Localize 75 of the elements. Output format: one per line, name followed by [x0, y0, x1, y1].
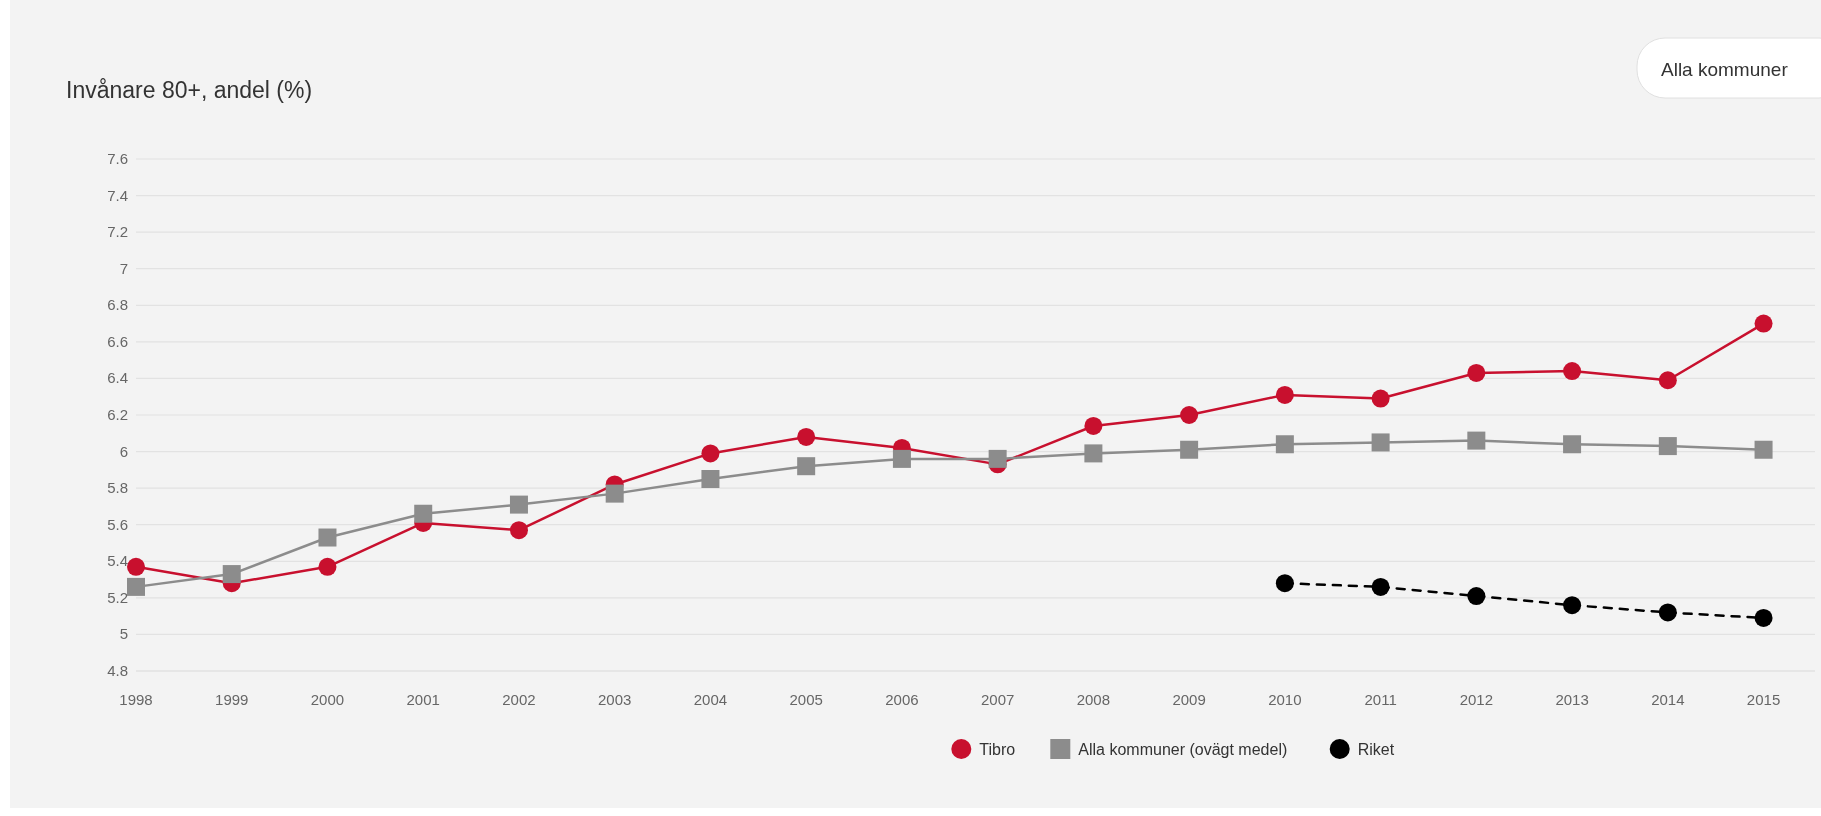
point [1754, 314, 1773, 333]
point [414, 504, 433, 523]
point [1658, 371, 1677, 390]
x-tick-label: 2009 [1172, 691, 1206, 708]
x-tick-label: 1999 [215, 691, 249, 708]
x-tick-label: 2002 [502, 691, 536, 708]
x-tick-label: 2008 [1076, 691, 1111, 708]
point [1754, 608, 1773, 627]
x-tick-label: 2003 [598, 691, 632, 708]
y-tick-label: 6.6 [107, 332, 128, 350]
point [1275, 574, 1294, 593]
x-tick-label: 2004 [693, 691, 728, 708]
x-tick-label: 2011 [1364, 691, 1397, 708]
y-tick-label: 6.2 [107, 406, 128, 423]
point [892, 449, 911, 468]
point [1563, 596, 1582, 615]
point [1371, 577, 1390, 596]
point [1658, 437, 1677, 456]
y-tick-label: 5.8 [107, 479, 128, 497]
y-tick-label: 6.4 [107, 369, 128, 387]
point [509, 495, 528, 514]
point [605, 484, 624, 503]
point [1563, 362, 1582, 381]
point [1467, 363, 1486, 382]
y-tick-label: 4.8 [107, 662, 128, 679]
dropdown-button: Alla kommuner [1636, 37, 1821, 99]
y-tick-label: 7.6 [107, 150, 128, 167]
point [1275, 385, 1294, 404]
y-tick-label: 5 [119, 625, 128, 643]
point [1563, 435, 1582, 454]
x-tick-label: 2015 [1746, 691, 1781, 708]
point [1084, 416, 1103, 435]
y-tick-label: 5.4 [107, 552, 128, 570]
x-tick-label: 2000 [310, 691, 345, 708]
x-tick-label: 2006 [885, 691, 919, 708]
chart-title: Invånare 80+, andel (%) [66, 77, 313, 103]
x-tick-label: 2014 [1651, 691, 1685, 708]
legend-label: Tibro [979, 741, 1016, 758]
point [701, 470, 720, 488]
point [797, 427, 816, 446]
point [127, 557, 145, 576]
y-tick-label: 5.2 [107, 588, 128, 606]
point [797, 457, 816, 476]
y-tick-label: 7 [119, 259, 128, 277]
x-tick-label: 2007 [980, 691, 1015, 708]
y-tick-label: 5.6 [107, 515, 128, 533]
point [509, 521, 528, 540]
point [1275, 435, 1294, 454]
point [1467, 587, 1486, 606]
x-tick-label: 2010 [1268, 691, 1302, 708]
y-tick-label: 7.4 [107, 186, 128, 204]
point [1371, 433, 1390, 452]
y-tick-label: 6 [119, 442, 128, 460]
x-tick-label: 2001 [406, 691, 440, 708]
point [318, 557, 337, 576]
point [988, 449, 1007, 468]
point [701, 444, 720, 463]
point [1371, 389, 1390, 408]
point [127, 577, 145, 596]
x-tick-label: 2005 [789, 691, 823, 708]
point [1180, 406, 1199, 424]
legend-label: Riket [1357, 741, 1395, 758]
point [1754, 440, 1773, 459]
point [1180, 440, 1199, 459]
y-tick-label: 6.8 [107, 296, 128, 314]
x-tick-label: 2013 [1555, 691, 1589, 708]
point [1658, 603, 1677, 622]
point [1467, 431, 1486, 450]
point [318, 528, 337, 547]
y-tick-label: 7.2 [107, 223, 128, 241]
point [1084, 444, 1103, 463]
legend-label: Alla kommuner (ovägt medel) [1078, 741, 1288, 758]
point [222, 565, 241, 584]
x-tick-label: 2012 [1459, 691, 1494, 708]
x-tick-label: 1998 [119, 691, 153, 708]
